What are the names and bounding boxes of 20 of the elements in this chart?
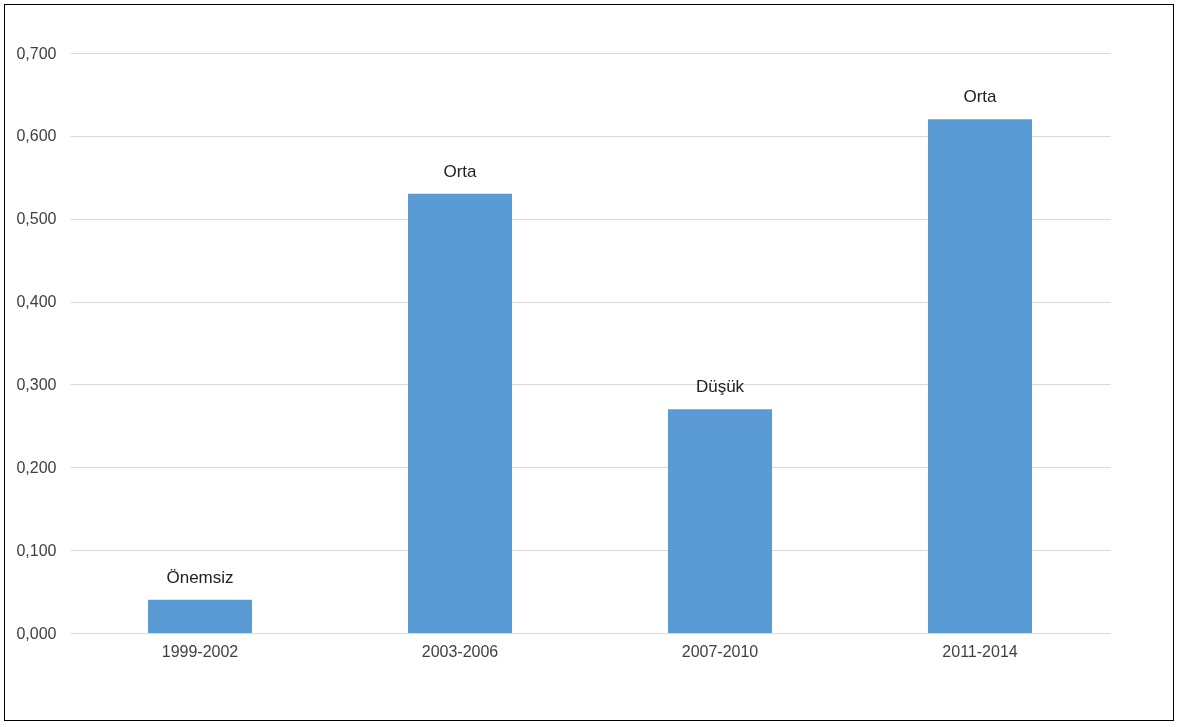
data-label: Orta: [443, 161, 478, 181]
x-tick-label: 2003-2006: [421, 642, 499, 660]
y-tick-label: 0,100: [16, 541, 57, 559]
y-tick-label: 0,200: [16, 458, 57, 476]
y-tick-label: 0,500: [16, 210, 57, 228]
bar: [668, 409, 772, 633]
data-label: Önemsiz: [166, 567, 234, 587]
data-label: Düşük: [695, 377, 745, 397]
x-tick-label: 2011-2014: [942, 642, 1018, 660]
data-label: Orta: [963, 87, 998, 107]
bar: [408, 193, 512, 633]
x-tick-label: 1999-2002: [161, 642, 239, 660]
y-tick-label: 0,400: [16, 293, 57, 311]
y-tick-label: 0,700: [16, 44, 57, 62]
bar: [148, 599, 252, 633]
y-tick-label: 0,000: [16, 624, 57, 642]
x-tick-label: 2007-2010: [681, 642, 759, 660]
y-tick-label: 0,600: [16, 127, 57, 145]
y-tick-label: 0,300: [16, 375, 57, 393]
bar: [928, 119, 1032, 633]
